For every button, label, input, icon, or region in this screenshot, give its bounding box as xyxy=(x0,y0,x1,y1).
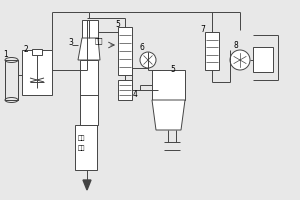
Bar xyxy=(205,32,219,70)
Bar xyxy=(80,60,98,125)
Bar xyxy=(82,20,98,38)
Text: 4: 4 xyxy=(133,90,138,99)
Polygon shape xyxy=(83,180,91,190)
Polygon shape xyxy=(78,38,100,60)
Bar xyxy=(152,70,185,100)
Bar xyxy=(22,50,52,95)
Polygon shape xyxy=(152,100,185,130)
Text: 2: 2 xyxy=(23,45,28,54)
Text: 1: 1 xyxy=(3,50,8,59)
Bar xyxy=(253,47,273,72)
Text: 压缩: 压缩 xyxy=(78,135,85,141)
Circle shape xyxy=(230,50,250,70)
Bar xyxy=(32,49,42,55)
Bar xyxy=(118,27,132,75)
Bar xyxy=(118,80,132,100)
Text: 6: 6 xyxy=(140,43,145,52)
Text: 3: 3 xyxy=(68,38,73,47)
Text: 蒸汽: 蒸汽 xyxy=(95,37,103,44)
Text: 5: 5 xyxy=(170,65,175,74)
Text: 空气: 空气 xyxy=(78,145,85,151)
Text: 7: 7 xyxy=(200,25,205,34)
Text: 8: 8 xyxy=(234,41,239,50)
Circle shape xyxy=(140,52,156,68)
Bar xyxy=(5,60,18,100)
Text: 5: 5 xyxy=(115,20,120,29)
Bar xyxy=(75,125,97,170)
